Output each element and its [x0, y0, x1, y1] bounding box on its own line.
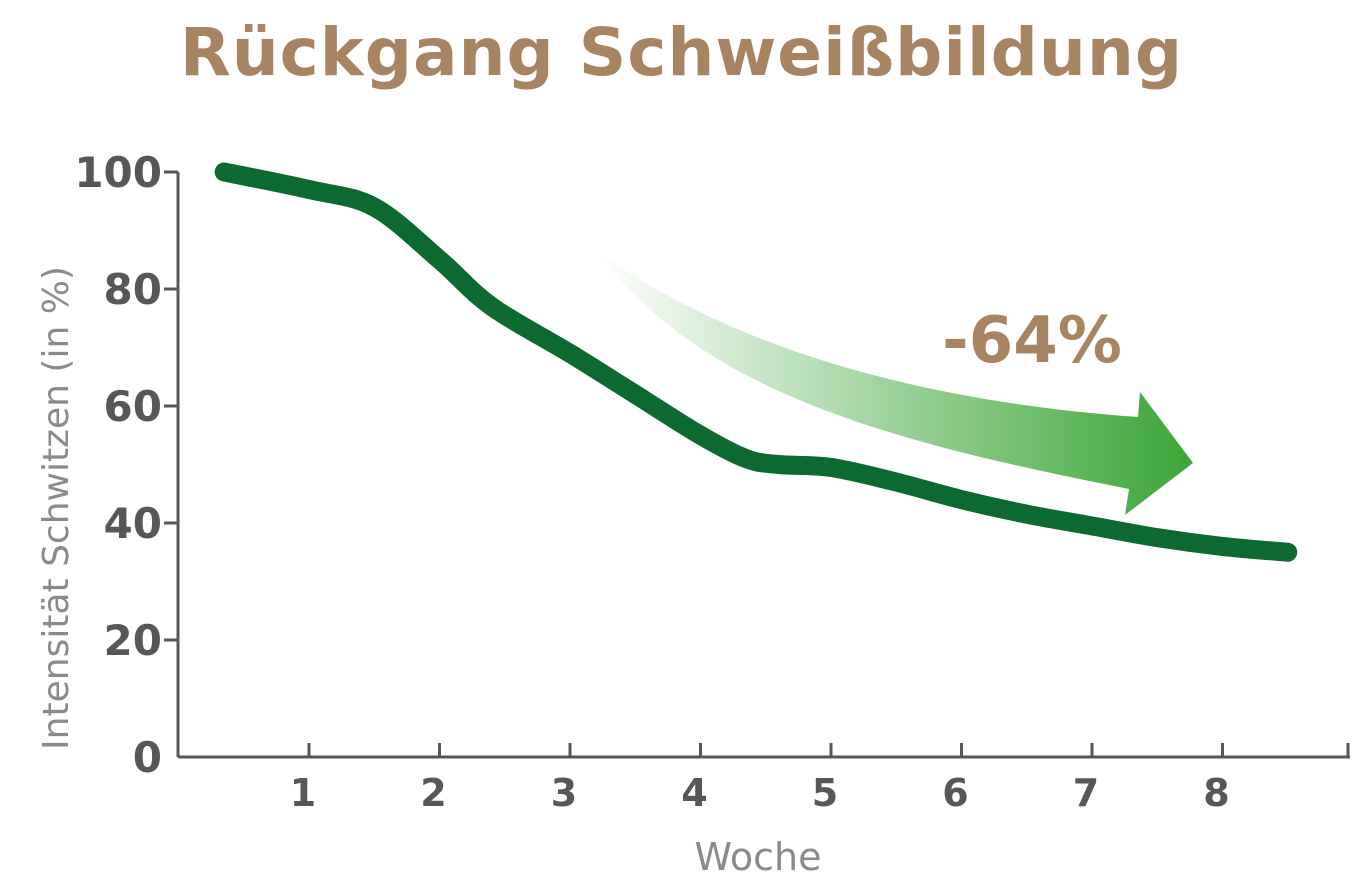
y-tick-label: 20 — [104, 616, 162, 665]
y-axis-title: Intensität Schwitzen (in %) — [36, 266, 77, 750]
trend-arrow-icon — [595, 250, 1193, 515]
series-layer — [214, 162, 1298, 562]
series-line — [214, 162, 1298, 562]
x-axis-title: Woche — [695, 835, 822, 879]
y-tick-label: 100 — [74, 148, 162, 197]
x-ticks: 1 2 3 4 5 6 7 8 — [290, 743, 1350, 815]
y-ticks: 0 20 40 60 80 100 — [74, 148, 178, 782]
y-tick-label: 60 — [104, 382, 162, 431]
chart-title: Rückgang Schweißbildung — [179, 14, 1184, 91]
x-tick-label: 3 — [551, 771, 577, 815]
x-tick-label: 7 — [1073, 771, 1099, 815]
y-tick-label: 40 — [104, 499, 162, 548]
axes — [176, 172, 1350, 759]
x-tick-label: 6 — [942, 771, 968, 815]
y-tick-label: 0 — [133, 733, 162, 782]
x-tick-label: 8 — [1203, 771, 1229, 815]
y-tick-label: 80 — [104, 265, 162, 314]
trend-arrow-shape — [595, 250, 1193, 515]
reduction-annotation: -64% — [942, 304, 1122, 378]
x-tick-label: 1 — [290, 771, 316, 815]
x-tick-label: 4 — [681, 771, 707, 815]
x-tick-label: 2 — [420, 771, 446, 815]
x-tick-label: 5 — [812, 771, 838, 815]
